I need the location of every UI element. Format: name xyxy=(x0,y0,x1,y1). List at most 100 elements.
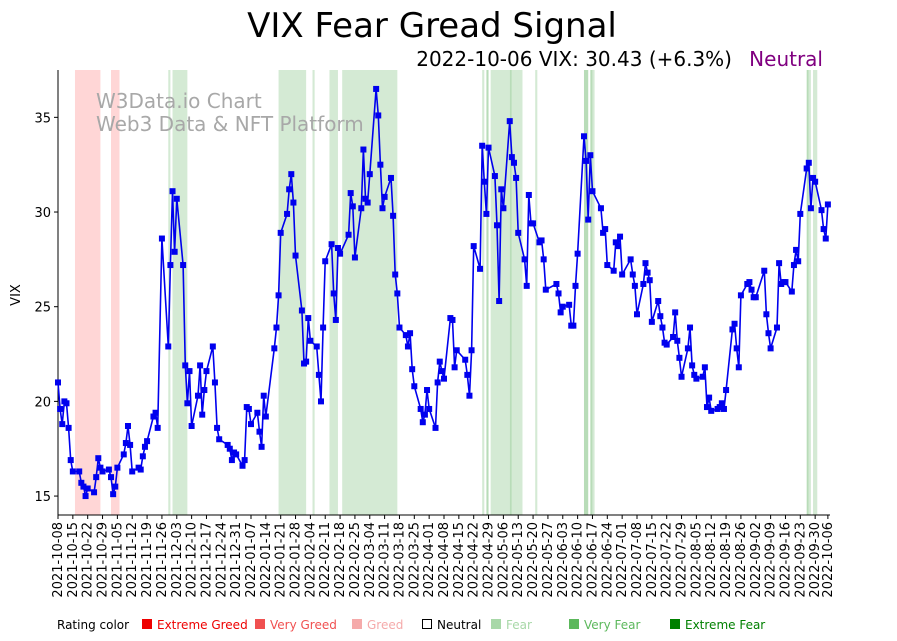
data-point-2022-08-19 xyxy=(723,387,730,394)
data-point-2021-10-22 xyxy=(84,485,91,492)
data-point-2022-02-07 xyxy=(313,343,320,350)
data-point-2022-01-04 xyxy=(241,457,248,464)
data-point-2022-06-21 xyxy=(597,205,604,212)
data-point-2022-07-15 xyxy=(648,318,655,325)
data-point-2022-08-10 xyxy=(703,404,710,411)
data-point-2022-08-22 xyxy=(729,326,736,333)
data-point-2022-07-18 xyxy=(655,298,662,305)
x-tick-label-2022-07-29: 2022-07-29 xyxy=(675,522,690,598)
legend-label-extreme-fear: Extreme Fear xyxy=(685,618,765,632)
data-point-2022-02-25 xyxy=(351,254,358,261)
series-vix xyxy=(55,85,831,500)
data-point-2022-01-21 xyxy=(277,229,284,236)
x-tick-label-2022-04-15: 2022-04-15 xyxy=(452,522,467,598)
x-tick-label-2021-12-03: 2021-12-03 xyxy=(170,522,185,598)
data-point-2022-05-12 xyxy=(513,174,520,181)
data-point-2021-10-14 xyxy=(67,457,74,464)
data-point-2022-06-15 xyxy=(585,216,592,223)
data-point-2021-10-19 xyxy=(78,479,85,486)
data-point-2022-01-07 xyxy=(248,421,254,428)
data-point-2022-02-02 xyxy=(303,358,310,365)
data-point-2021-10-09 xyxy=(57,405,64,412)
data-point-2022-01-13 xyxy=(260,392,267,399)
data-point-2022-03-16 xyxy=(392,271,399,278)
x-tick-label-2021-12-31: 2021-12-31 xyxy=(229,522,244,598)
data-point-2022-09-08 xyxy=(765,330,772,337)
y-tick-label-20: 20 xyxy=(34,395,51,410)
x-tick-label-2022-06-24: 2022-06-24 xyxy=(600,522,615,598)
data-point-2022-07-14 xyxy=(646,277,653,284)
data-point-2021-11-09 xyxy=(122,440,129,447)
data-point-2022-03-18 xyxy=(396,324,403,331)
data-point-2022-09-20 xyxy=(790,262,797,269)
data-point-2021-11-22 xyxy=(150,413,157,420)
x-tick-label-2022-03-04: 2022-03-04 xyxy=(363,522,378,598)
data-point-2022-07-29 xyxy=(678,373,685,380)
data-point-2022-04-08 xyxy=(441,375,447,382)
data-point-2021-12-07 xyxy=(182,362,189,369)
data-point-2022-02-16 xyxy=(332,316,339,323)
data-point-2021-12-14 xyxy=(197,362,204,369)
data-point-2022-05-25 xyxy=(540,256,547,263)
chart-subtitle: 2022-10-06 VIX: 30.43 (+6.3%) xyxy=(416,47,732,71)
x-tick-label-2022-07-01: 2022-07-01 xyxy=(615,522,630,598)
data-point-2022-03-11 xyxy=(381,193,388,200)
data-point-2022-06-22 xyxy=(600,229,607,236)
x-tick-label-2022-04-08: 2022-04-08 xyxy=(437,522,452,598)
data-point-2022-02-10 xyxy=(320,324,327,331)
data-point-2022-08-04 xyxy=(691,371,698,378)
data-point-2022-07-11 xyxy=(640,280,647,287)
data-point-2022-08-25 xyxy=(735,364,742,371)
data-point-2022-06-28 xyxy=(612,239,619,246)
data-point-2021-12-01 xyxy=(169,188,176,195)
data-point-2021-12-27 xyxy=(224,441,231,448)
legend-swatch-greed xyxy=(352,619,362,629)
data-point-2022-03-21 xyxy=(402,332,409,339)
rating-band-10 xyxy=(490,70,510,515)
x-tick-label-2022-01-14: 2022-01-14 xyxy=(259,522,274,598)
rating-band-18 xyxy=(808,70,811,515)
data-point-2022-03-29 xyxy=(419,419,426,426)
legend-label-fear: Fear xyxy=(506,618,532,632)
data-point-2022-08-11 xyxy=(706,394,713,401)
data-point-2022-06-17 xyxy=(589,188,596,195)
data-point-2022-01-12 xyxy=(258,443,265,450)
data-point-2022-07-13 xyxy=(644,269,651,276)
data-point-2022-05-09 xyxy=(506,118,513,125)
data-point-2022-08-09 xyxy=(701,364,708,371)
x-tick-label-2022-03-11: 2022-03-11 xyxy=(378,522,393,598)
data-point-2022-08-17 xyxy=(718,400,725,407)
data-point-2022-03-08 xyxy=(375,112,382,119)
data-point-2021-12-08 xyxy=(184,400,191,407)
data-point-2022-02-18 xyxy=(337,250,344,257)
legend-label-very-fear: Very Fear xyxy=(584,618,640,632)
x-tick-label-2021-12-24: 2021-12-24 xyxy=(214,522,229,598)
x-tick-label-2022-09-16: 2022-09-16 xyxy=(778,522,793,598)
data-point-2022-08-05 xyxy=(693,375,700,382)
data-point-2021-10-08 xyxy=(55,379,61,386)
data-point-2022-09-30 xyxy=(812,178,819,185)
x-tick-label-2022-02-18: 2022-02-18 xyxy=(333,522,348,598)
x-tick-label-2022-05-27: 2022-05-27 xyxy=(541,522,556,598)
data-point-2022-05-13 xyxy=(515,229,522,236)
x-tick-label-2022-05-06: 2022-05-06 xyxy=(496,522,511,598)
legend-label-greed: Greed xyxy=(367,618,403,632)
data-point-2021-12-31 xyxy=(233,451,240,458)
x-tick-label-2021-10-22: 2021-10-22 xyxy=(81,522,96,598)
x-tick-label-2022-02-04: 2022-02-04 xyxy=(303,522,318,598)
data-point-2021-10-25 xyxy=(91,489,98,496)
data-point-2022-01-24 xyxy=(284,210,291,217)
data-point-2021-10-20 xyxy=(80,483,87,490)
data-point-2022-07-19 xyxy=(657,313,664,320)
data-point-2021-12-28 xyxy=(226,445,233,452)
rating-band-19 xyxy=(813,70,818,515)
legend-swatch-fear xyxy=(491,619,501,629)
y-tick-label-15: 15 xyxy=(34,490,51,505)
data-point-2022-04-04 xyxy=(432,424,439,431)
data-point-2021-10-27 xyxy=(95,455,102,462)
data-point-2022-07-08 xyxy=(634,311,640,318)
data-point-2022-06-02 xyxy=(557,309,564,316)
data-point-2022-06-01 xyxy=(555,290,562,297)
data-point-2022-01-31 xyxy=(298,307,305,314)
